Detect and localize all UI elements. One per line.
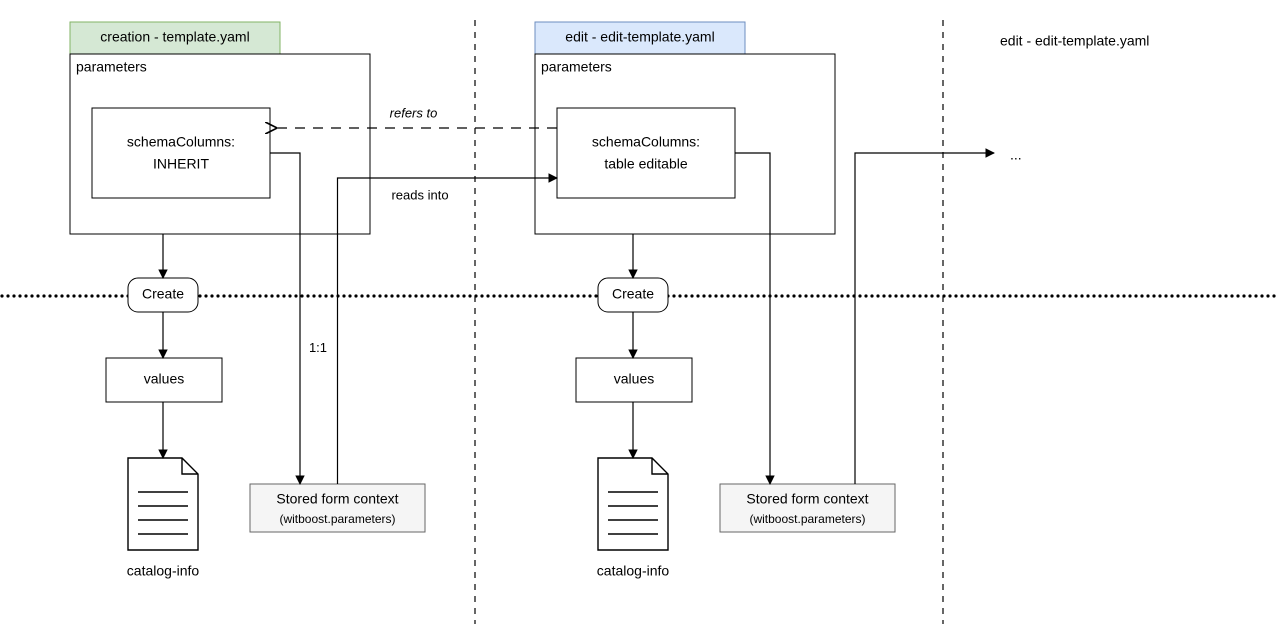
svg-text:parameters: parameters bbox=[541, 59, 612, 75]
svg-text:edit - edit-template.yaml: edit - edit-template.yaml bbox=[565, 29, 714, 45]
svg-text:Stored form context: Stored form context bbox=[746, 491, 868, 507]
svg-text:schemaColumns:: schemaColumns: bbox=[592, 134, 700, 150]
diagram-canvas: creation - template.yaml parameters schema… bbox=[0, 0, 1280, 644]
svg-text:creation - template.yaml: creation - template.yaml bbox=[100, 29, 249, 45]
svg-text:...: ... bbox=[1010, 147, 1022, 163]
svg-text:table editable: table editable bbox=[604, 156, 688, 172]
svg-text:(witboost.parameters): (witboost.parameters) bbox=[279, 512, 395, 526]
svg-text:reads into: reads into bbox=[391, 187, 448, 202]
svg-text:schemaColumns:: schemaColumns: bbox=[127, 134, 235, 150]
svg-text:edit - edit-template.yaml: edit - edit-template.yaml bbox=[1000, 33, 1149, 49]
svg-text:parameters: parameters bbox=[76, 59, 147, 75]
svg-text:catalog-info: catalog-info bbox=[597, 563, 670, 579]
svg-text:values: values bbox=[614, 371, 654, 387]
svg-text:refers to: refers to bbox=[390, 105, 438, 120]
svg-text:Create: Create bbox=[612, 286, 654, 302]
svg-text:INHERIT: INHERIT bbox=[153, 156, 209, 172]
svg-text:values: values bbox=[144, 371, 184, 387]
svg-text:Create: Create bbox=[142, 286, 184, 302]
svg-text:Stored form context: Stored form context bbox=[276, 491, 398, 507]
schema-box bbox=[557, 108, 735, 198]
svg-text:1:1: 1:1 bbox=[309, 340, 327, 355]
svg-text:catalog-info: catalog-info bbox=[127, 563, 200, 579]
svg-text:(witboost.parameters): (witboost.parameters) bbox=[749, 512, 865, 526]
schema-box bbox=[92, 108, 270, 198]
